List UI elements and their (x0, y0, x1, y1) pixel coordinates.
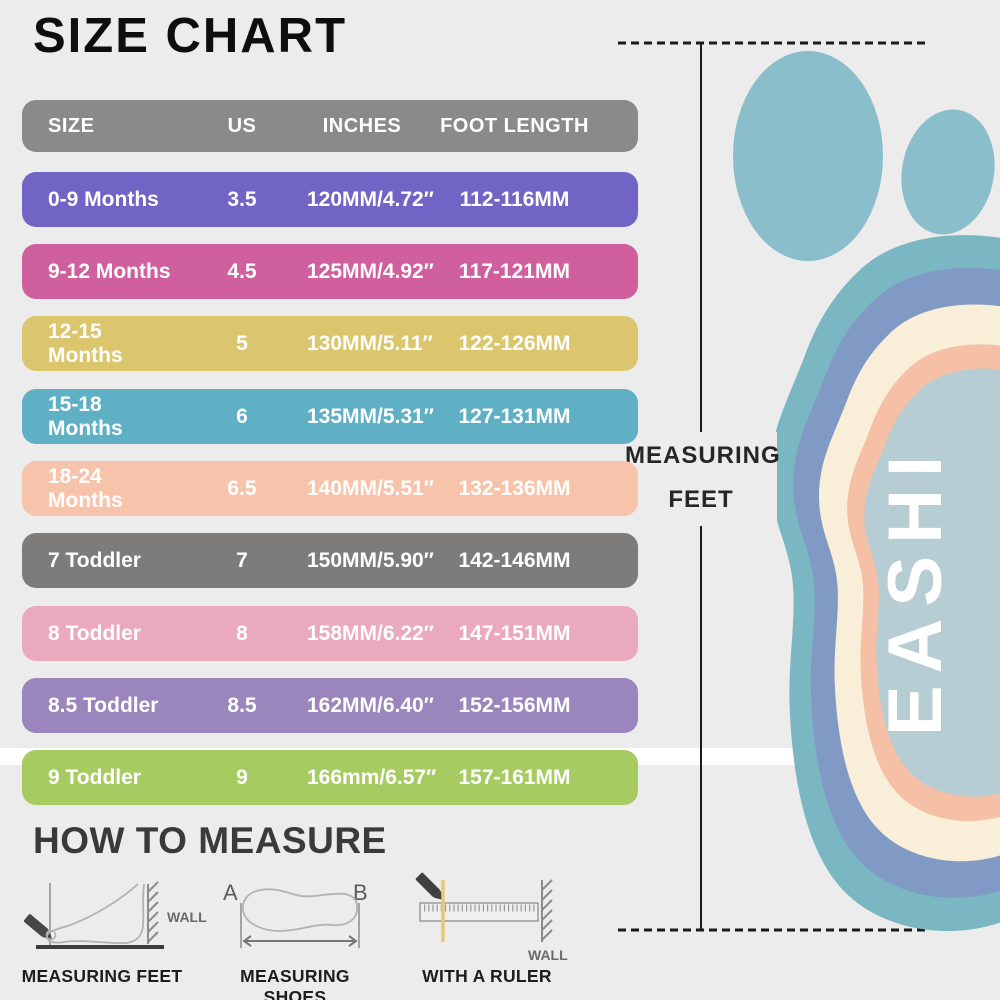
header-size: SIZE (48, 114, 95, 137)
second-toe (901, 109, 995, 235)
row-size: 0-9 Months (48, 187, 159, 211)
row-foot-length: 142-146MM (458, 548, 571, 572)
row-foot-length: 152-156MM (458, 693, 571, 717)
row-foot-length: 112-116MM (459, 187, 570, 211)
row-size: 7 Toddler (48, 548, 141, 572)
row-foot-length: 147-151MM (458, 621, 571, 645)
row-inches: 130MM/5.11″ (307, 331, 433, 355)
wall-label: WALL (528, 947, 568, 963)
wall-hatch (541, 879, 553, 942)
header-us: US (227, 114, 257, 137)
measuring-feet-side-label: MEASURING FEET (625, 432, 781, 526)
side-label-line2: FEET (668, 486, 734, 513)
point-b-label: B (353, 880, 368, 905)
wall-label: WALL (167, 909, 207, 925)
table-row: 7 Toddler 7 150MM/5.90″ 142-146MM (22, 533, 638, 588)
row-foot-length: 157-161MM (458, 765, 571, 789)
row-inches: 166mm/6.57″ (307, 765, 437, 789)
caption-measuring-shoes: MEASURING SHOES (240, 966, 350, 1000)
length-arrow (242, 935, 358, 947)
table-header: SIZE US INCHES FOOT LENGTH (22, 100, 638, 152)
table-row: 12-15 Months 5 130MM/5.11″ 122-126MM (22, 316, 638, 371)
row-size: 15-18 Months (48, 392, 123, 440)
row-us: 7 (236, 548, 248, 572)
row-us: 9 (236, 765, 248, 789)
row-us: 8.5 (227, 693, 257, 717)
brand-text-vertical: EASHI (872, 443, 958, 737)
row-inches: 140MM/5.51″ (307, 476, 434, 500)
row-foot-length: 117-121MM (459, 259, 570, 283)
row-inches: 162MM/6.40″ (307, 693, 434, 717)
table-row: 0-9 Months 3.5 120MM/4.72″ 112-116MM (22, 172, 638, 227)
measuring-shoes-figure: A B (223, 880, 368, 948)
page-title: SIZE CHART (33, 9, 347, 63)
row-us: 3.5 (227, 187, 257, 211)
row-size: 18-24 Months (48, 464, 123, 512)
row-size: 12-15 Months (48, 319, 123, 367)
measuring-feet-figure: WALL (23, 881, 207, 949)
row-size: 9-12 Months (48, 259, 171, 283)
row-inches: 120MM/4.72″ (307, 187, 434, 211)
caption-measuring-feet: MEASURING FEET (21, 966, 183, 986)
table-row: 9 Toddler 9 166mm/6.57″ 157-161MM (22, 750, 638, 805)
row-us: 5 (236, 331, 248, 355)
big-toe (733, 51, 883, 261)
foot-outline (46, 883, 145, 945)
table-row: 18-24 Months 6.5 140MM/5.51″ 132-136MM (22, 461, 638, 516)
pencil-icon (415, 872, 443, 900)
row-size: 9 Toddler (48, 765, 141, 789)
row-inches: 158MM/6.22″ (307, 621, 434, 645)
row-us: 4.5 (227, 259, 257, 283)
caption-with-a-ruler: WITH A RULER (422, 966, 552, 986)
header-inches: INCHES (322, 114, 402, 137)
row-foot-length: 127-131MM (458, 404, 571, 428)
row-foot-length: 132-136MM (458, 476, 571, 500)
row-us: 8 (236, 621, 248, 645)
header-foot-length: FOOT LENGTH (440, 114, 589, 137)
shoe-outline (242, 888, 359, 932)
side-label-line1: MEASURING (625, 442, 781, 469)
table-row: 9-12 Months 4.5 125MM/4.92″ 117-121MM (22, 244, 638, 299)
row-inches: 150MM/5.90″ (307, 548, 434, 572)
row-us: 6.5 (227, 476, 257, 500)
how-to-measure-heading: HOW TO MEASURE (33, 820, 387, 861)
row-us: 6 (236, 404, 248, 428)
row-size: 8.5 Toddler (48, 693, 159, 717)
table-row: 8 Toddler 8 158MM/6.22″ 147-151MM (22, 606, 638, 661)
ruler-figure: WALL (415, 872, 568, 963)
table-row: 8.5 Toddler 8.5 162MM/6.40″ 152-156MM (22, 678, 638, 733)
wall-hatch (147, 881, 159, 944)
row-inches: 135MM/5.31″ (307, 404, 434, 428)
table-row: 15-18 Months 6 135MM/5.31″ 127-131MM (22, 389, 638, 444)
row-foot-length: 122-126MM (458, 331, 571, 355)
foot-rings (770, 235, 1000, 932)
row-size: 8 Toddler (48, 621, 141, 645)
point-a-label: A (223, 880, 238, 905)
row-inches: 125MM/4.92″ (307, 259, 434, 283)
